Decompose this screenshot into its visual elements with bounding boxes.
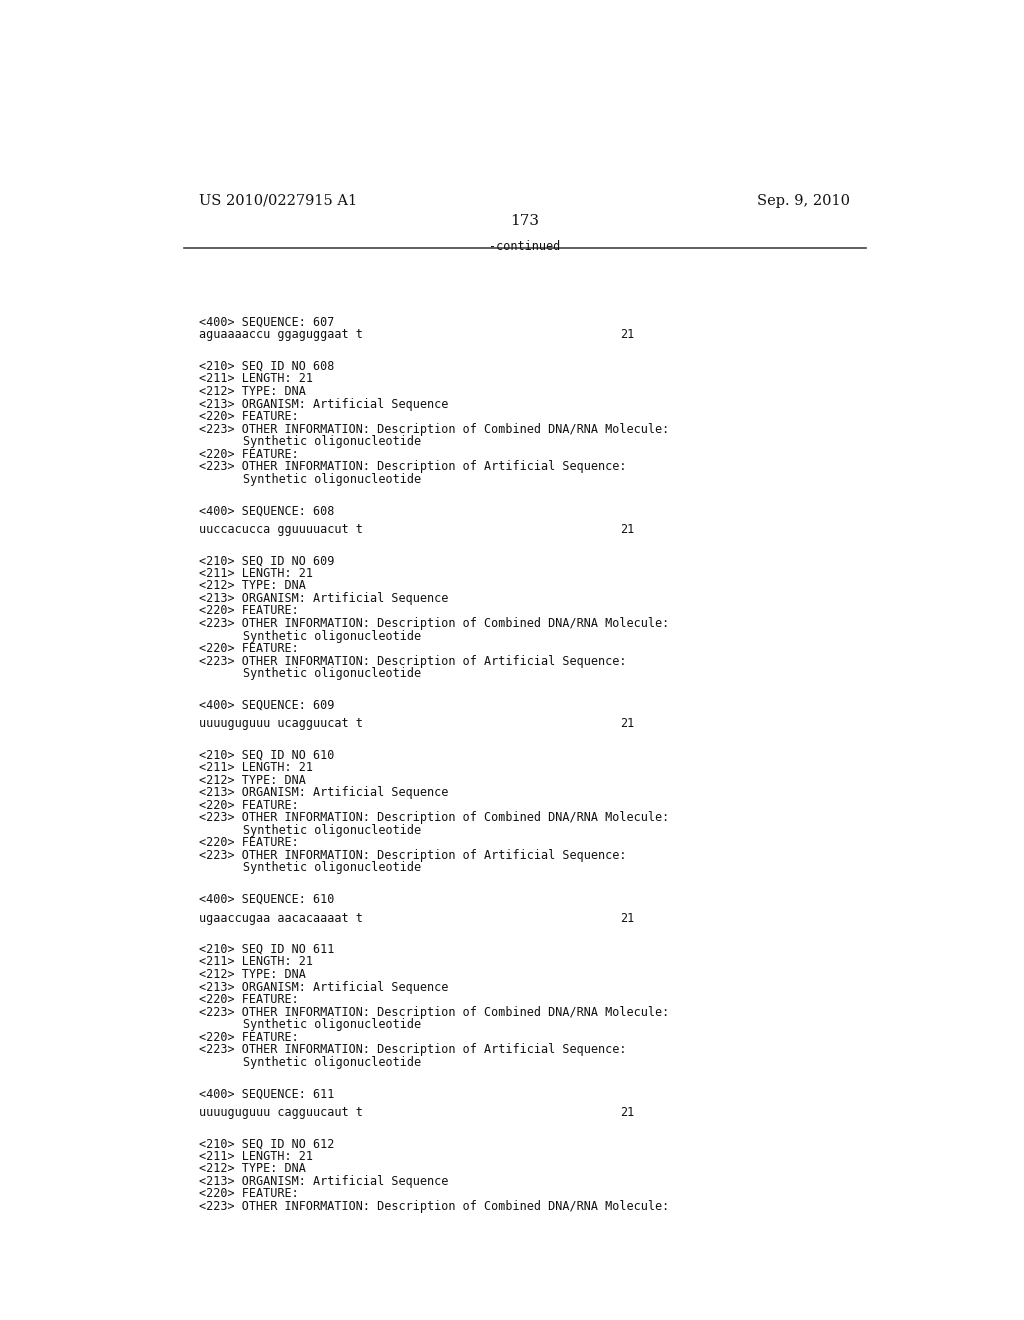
Text: uuuuguguuu cagguucaut t: uuuuguguuu cagguucaut t: [200, 1106, 364, 1119]
Text: <400> SEQUENCE: 611: <400> SEQUENCE: 611: [200, 1088, 335, 1100]
Text: <211> LENGTH: 21: <211> LENGTH: 21: [200, 566, 313, 579]
Text: <211> LENGTH: 21: <211> LENGTH: 21: [200, 372, 313, 385]
Text: <223> OTHER INFORMATION: Description of Combined DNA/RNA Molecule:: <223> OTHER INFORMATION: Description of …: [200, 1200, 670, 1213]
Text: <211> LENGTH: 21: <211> LENGTH: 21: [200, 1150, 313, 1163]
Text: 173: 173: [510, 214, 540, 228]
Text: <220> FEATURE:: <220> FEATURE:: [200, 1031, 299, 1044]
Text: <400> SEQUENCE: 610: <400> SEQUENCE: 610: [200, 892, 335, 906]
Text: <223> OTHER INFORMATION: Description of Combined DNA/RNA Molecule:: <223> OTHER INFORMATION: Description of …: [200, 1006, 670, 1019]
Text: Synthetic oligonucleotide: Synthetic oligonucleotide: [243, 630, 421, 643]
Text: <400> SEQUENCE: 609: <400> SEQUENCE: 609: [200, 698, 335, 711]
Text: aguaaaaccu ggaguggaat t: aguaaaaccu ggaguggaat t: [200, 329, 364, 342]
Text: 21: 21: [620, 329, 634, 342]
Text: <223> OTHER INFORMATION: Description of Combined DNA/RNA Molecule:: <223> OTHER INFORMATION: Description of …: [200, 422, 670, 436]
Text: <213> ORGANISM: Artificial Sequence: <213> ORGANISM: Artificial Sequence: [200, 787, 449, 799]
Text: 21: 21: [620, 523, 634, 536]
Text: <210> SEQ ID NO 609: <210> SEQ ID NO 609: [200, 554, 335, 568]
Text: <213> ORGANISM: Artificial Sequence: <213> ORGANISM: Artificial Sequence: [200, 981, 449, 994]
Text: <223> OTHER INFORMATION: Description of Combined DNA/RNA Molecule:: <223> OTHER INFORMATION: Description of …: [200, 812, 670, 824]
Text: <220> FEATURE:: <220> FEATURE:: [200, 837, 299, 849]
Text: <400> SEQUENCE: 608: <400> SEQUENCE: 608: [200, 504, 335, 517]
Text: <220> FEATURE:: <220> FEATURE:: [200, 799, 299, 812]
Text: Synthetic oligonucleotide: Synthetic oligonucleotide: [243, 667, 421, 680]
Text: <210> SEQ ID NO 611: <210> SEQ ID NO 611: [200, 942, 335, 956]
Text: <400> SEQUENCE: 607: <400> SEQUENCE: 607: [200, 315, 335, 329]
Text: <210> SEQ ID NO 608: <210> SEQ ID NO 608: [200, 360, 335, 372]
Text: Synthetic oligonucleotide: Synthetic oligonucleotide: [243, 862, 421, 874]
Text: 21: 21: [620, 912, 634, 924]
Text: Synthetic oligonucleotide: Synthetic oligonucleotide: [243, 824, 421, 837]
Text: Sep. 9, 2010: Sep. 9, 2010: [757, 194, 850, 209]
Text: Synthetic oligonucleotide: Synthetic oligonucleotide: [243, 1056, 421, 1069]
Text: <211> LENGTH: 21: <211> LENGTH: 21: [200, 762, 313, 774]
Text: <220> FEATURE:: <220> FEATURE:: [200, 411, 299, 424]
Text: Synthetic oligonucleotide: Synthetic oligonucleotide: [243, 436, 421, 449]
Text: <220> FEATURE:: <220> FEATURE:: [200, 447, 299, 461]
Text: <220> FEATURE:: <220> FEATURE:: [200, 993, 299, 1006]
Text: <220> FEATURE:: <220> FEATURE:: [200, 605, 299, 618]
Text: 21: 21: [620, 717, 634, 730]
Text: <213> ORGANISM: Artificial Sequence: <213> ORGANISM: Artificial Sequence: [200, 1175, 449, 1188]
Text: <213> ORGANISM: Artificial Sequence: <213> ORGANISM: Artificial Sequence: [200, 397, 449, 411]
Text: uuuuguguuu ucagguucat t: uuuuguguuu ucagguucat t: [200, 717, 364, 730]
Text: <220> FEATURE:: <220> FEATURE:: [200, 642, 299, 655]
Text: <223> OTHER INFORMATION: Description of Artificial Sequence:: <223> OTHER INFORMATION: Description of …: [200, 461, 627, 474]
Text: <223> OTHER INFORMATION: Description of Artificial Sequence:: <223> OTHER INFORMATION: Description of …: [200, 655, 627, 668]
Text: uuccacucca gguuuuacut t: uuccacucca gguuuuacut t: [200, 523, 364, 536]
Text: Synthetic oligonucleotide: Synthetic oligonucleotide: [243, 1018, 421, 1031]
Text: <223> OTHER INFORMATION: Description of Artificial Sequence:: <223> OTHER INFORMATION: Description of …: [200, 1043, 627, 1056]
Text: <212> TYPE: DNA: <212> TYPE: DNA: [200, 1163, 306, 1175]
Text: <210> SEQ ID NO 612: <210> SEQ ID NO 612: [200, 1138, 335, 1150]
Text: ugaaccugaa aacacaaaat t: ugaaccugaa aacacaaaat t: [200, 912, 364, 924]
Text: <213> ORGANISM: Artificial Sequence: <213> ORGANISM: Artificial Sequence: [200, 591, 449, 605]
Text: <223> OTHER INFORMATION: Description of Artificial Sequence:: <223> OTHER INFORMATION: Description of …: [200, 849, 627, 862]
Text: <212> TYPE: DNA: <212> TYPE: DNA: [200, 385, 306, 397]
Text: <212> TYPE: DNA: <212> TYPE: DNA: [200, 774, 306, 787]
Text: <212> TYPE: DNA: <212> TYPE: DNA: [200, 968, 306, 981]
Text: Synthetic oligonucleotide: Synthetic oligonucleotide: [243, 473, 421, 486]
Text: 21: 21: [620, 1106, 634, 1119]
Text: <212> TYPE: DNA: <212> TYPE: DNA: [200, 579, 306, 593]
Text: US 2010/0227915 A1: US 2010/0227915 A1: [200, 194, 357, 209]
Text: <211> LENGTH: 21: <211> LENGTH: 21: [200, 956, 313, 969]
Text: <220> FEATURE:: <220> FEATURE:: [200, 1188, 299, 1200]
Text: <223> OTHER INFORMATION: Description of Combined DNA/RNA Molecule:: <223> OTHER INFORMATION: Description of …: [200, 616, 670, 630]
Text: <210> SEQ ID NO 610: <210> SEQ ID NO 610: [200, 748, 335, 762]
Text: -continued: -continued: [489, 240, 560, 252]
